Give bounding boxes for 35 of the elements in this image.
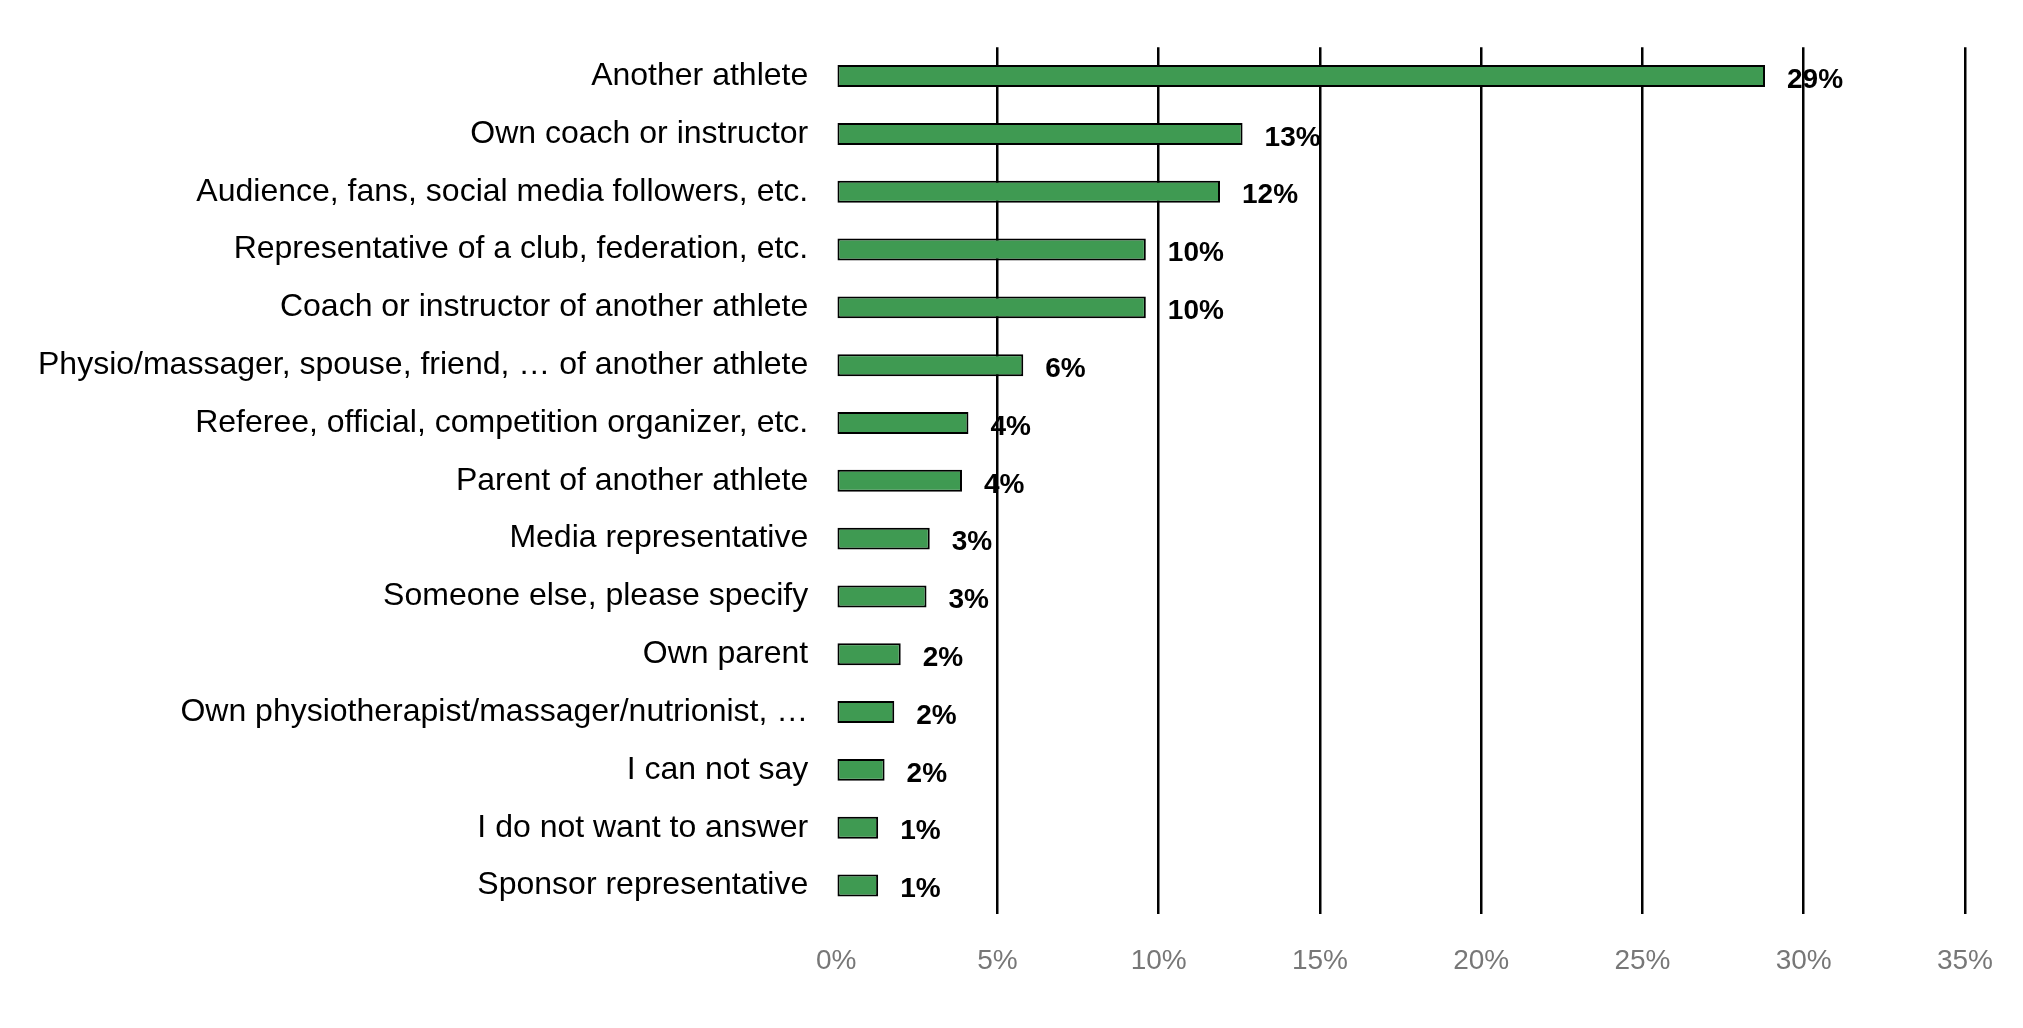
x-tick-label: 5% bbox=[977, 943, 1018, 975]
x-tick-label: 25% bbox=[1614, 943, 1671, 975]
data-label: 3% bbox=[951, 525, 993, 557]
x-tick-label: 30% bbox=[1775, 943, 1832, 975]
data-label: 10% bbox=[1167, 294, 1224, 326]
y-tick-label: Coach or instructor of another athlete bbox=[279, 287, 809, 324]
y-tick-label: Someone else, please specify bbox=[383, 576, 809, 613]
x-tick-label: 15% bbox=[1291, 943, 1348, 975]
data-label: 2% bbox=[916, 698, 957, 730]
x-tick-label: 10% bbox=[1130, 943, 1187, 975]
y-tick-label: Representative of a club, federation, etc. bbox=[233, 229, 809, 266]
y-tick-label: Own coach or instructor bbox=[470, 113, 809, 150]
x-tick-label: 20% bbox=[1453, 943, 1510, 975]
data-label: 13% bbox=[1264, 120, 1321, 152]
data-label: 10% bbox=[1167, 236, 1224, 268]
y-tick-label: I can not say bbox=[626, 749, 809, 786]
y-tick-label: I do not want to answer bbox=[477, 807, 809, 844]
data-label: 3% bbox=[948, 583, 990, 615]
data-label: 12% bbox=[1242, 178, 1299, 210]
y-tick-label: Parent of another athlete bbox=[455, 460, 809, 497]
y-tick-label: Sponsor representative bbox=[477, 865, 809, 902]
x-tick-label: 35% bbox=[1936, 943, 1993, 975]
data-label: 2% bbox=[906, 756, 948, 788]
data-label: 2% bbox=[922, 640, 964, 672]
data-label: 1% bbox=[900, 872, 941, 904]
x-tick-label: 0% bbox=[815, 943, 857, 975]
y-tick-label: Another athlete bbox=[591, 55, 809, 92]
y-tick-label: Own parent bbox=[642, 634, 809, 671]
y-tick-label: Physio/massager, spouse, friend, … of another athlete bbox=[38, 345, 809, 381]
data-label: 1% bbox=[900, 814, 941, 846]
y-tick-label: Media representative bbox=[509, 518, 809, 555]
y-tick-label: Referee, official, competition organizer, etc. bbox=[195, 402, 809, 439]
y-tick-label: Audience, fans, social media followers, etc. bbox=[196, 171, 809, 208]
y-tick-label: Own physiotherapist/massager/nutrionist, … bbox=[180, 691, 809, 728]
data-label: 6% bbox=[1045, 351, 1086, 383]
